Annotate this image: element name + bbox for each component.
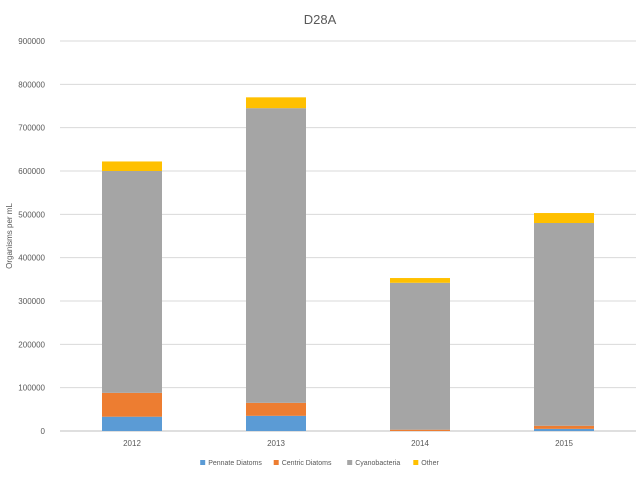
legend-swatch xyxy=(273,460,279,465)
x-tick-label: 2012 xyxy=(123,439,141,448)
y-tick-label: 0 xyxy=(41,427,46,436)
legend-item: Centric Diatoms xyxy=(273,460,332,467)
bar-segment xyxy=(246,415,306,431)
x-tick-label: 2013 xyxy=(267,439,285,448)
legend-item: Other xyxy=(413,460,439,467)
y-tick-label: 200000 xyxy=(18,340,45,349)
x-tick-label: 2014 xyxy=(411,439,429,448)
legend-swatch xyxy=(347,460,353,465)
legend-swatch xyxy=(413,460,419,465)
bar-segment xyxy=(246,402,306,416)
y-tick-labels: 0 100000 200000 300000 400000 500000 600000 700… xyxy=(18,37,45,436)
y-tick-label: 900000 xyxy=(18,37,45,46)
legend-label: Centric Diatoms xyxy=(282,460,332,467)
bar-segment xyxy=(102,392,162,417)
bar-segment xyxy=(534,428,594,431)
legend-label: Other xyxy=(421,460,439,467)
bar-segment xyxy=(390,429,450,431)
y-tick-label: 300000 xyxy=(18,297,45,306)
legend-item: Pennate Diatoms xyxy=(200,460,262,467)
x-tick-label: 2015 xyxy=(555,439,573,448)
bar-segment xyxy=(534,425,594,429)
bar-segment xyxy=(246,97,306,109)
bar-segment xyxy=(102,171,162,393)
x-tick-labels: 2012 2013 2014 2015 xyxy=(123,439,573,448)
bar-segment xyxy=(534,223,594,426)
chart-title: D28A xyxy=(304,12,337,27)
legend-swatch xyxy=(200,460,206,465)
legend-label: Cyanobacteria xyxy=(355,460,400,467)
bars xyxy=(102,97,594,431)
legend-label: Pennate Diatoms xyxy=(208,460,262,467)
y-tick-label: 800000 xyxy=(18,80,45,89)
legend: Pennate Diatoms Centric Diatoms Cyanobacte… xyxy=(200,460,439,467)
bar-segment xyxy=(102,161,162,171)
bar-segment xyxy=(534,213,594,223)
y-tick-label: 100000 xyxy=(18,384,45,393)
y-tick-label: 700000 xyxy=(18,124,45,133)
y-tick-label: 400000 xyxy=(18,254,45,263)
bar-segment xyxy=(102,416,162,431)
legend-item: Cyanobacteria xyxy=(347,460,400,467)
bar-segment xyxy=(390,278,450,283)
bar-segment xyxy=(246,108,306,403)
bar-segment xyxy=(390,282,450,430)
y-tick-label: 600000 xyxy=(18,167,45,176)
y-axis-label: Organisms per mL xyxy=(5,203,14,269)
y-tick-label: 500000 xyxy=(18,210,45,219)
